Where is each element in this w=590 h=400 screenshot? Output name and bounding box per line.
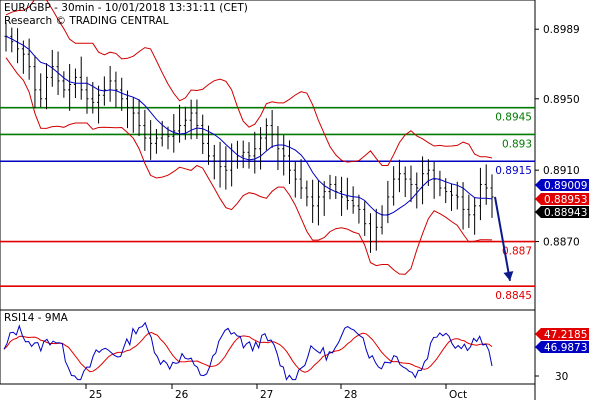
rsi-label: RSI14 - 9MA xyxy=(4,312,68,324)
level-label: 0.887 xyxy=(502,246,532,258)
price-badge xyxy=(535,206,589,218)
price-badge xyxy=(535,179,589,191)
level-label: 0.8945 xyxy=(495,112,532,124)
bollinger-upper xyxy=(5,0,493,166)
level-label: 0.8915 xyxy=(495,165,532,177)
rsi-badge-label: 47.2185 xyxy=(544,329,587,341)
key-levels: 0.8945 0.893 0.8915 0.887 0.8845 xyxy=(0,106,535,302)
projection-arrow xyxy=(494,196,514,281)
rsi-badge-label: 46.9873 xyxy=(544,342,587,354)
rsi-series xyxy=(3,321,493,381)
chart-title: EUR/GBP - 30min - 10/01/2018 13:31:11 (C… xyxy=(4,2,248,14)
arrow-shaft xyxy=(494,196,511,281)
time-tick-label: 28 xyxy=(344,389,357,400)
rsi-badge xyxy=(535,328,589,340)
price-badge-label: 0.89009 xyxy=(544,180,587,192)
bollinger-bands xyxy=(5,0,493,275)
time-tick-label: 27 xyxy=(260,389,273,400)
price-tick-label: 0.8910 xyxy=(543,165,580,177)
price-badge xyxy=(535,193,589,205)
bollinger-lower xyxy=(5,57,493,275)
price-badge-label: 0.88943 xyxy=(544,207,587,219)
rsi-tick-label: 30 xyxy=(555,371,568,383)
ma-line xyxy=(5,35,493,216)
moving-average xyxy=(5,35,493,216)
level-label: 0.893 xyxy=(502,138,532,150)
rsi-badge xyxy=(535,341,589,353)
time-tick-label: 25 xyxy=(89,389,102,400)
rsi-line xyxy=(3,321,493,381)
chart-source: Research © TRADING CENTRAL xyxy=(4,15,169,27)
price-tick-label: 0.8870 xyxy=(543,237,580,249)
rsi-ma-line xyxy=(3,331,493,373)
arrow-head xyxy=(503,271,514,281)
price-panel-frame xyxy=(0,0,536,311)
price-tick-label: 0.8989 xyxy=(543,24,580,36)
price-badge-label: 0.88953 xyxy=(544,194,587,206)
price-tick-label: 0.8950 xyxy=(543,94,580,106)
time-axis: 25 26 27 28 Oct xyxy=(85,384,467,400)
price-axis: 0.8989 0.8950 0.8910 0.8870 xyxy=(535,24,580,249)
time-tick-label: Oct xyxy=(449,389,467,400)
time-tick-label: 26 xyxy=(175,389,189,400)
level-label: 0.8845 xyxy=(495,290,532,302)
